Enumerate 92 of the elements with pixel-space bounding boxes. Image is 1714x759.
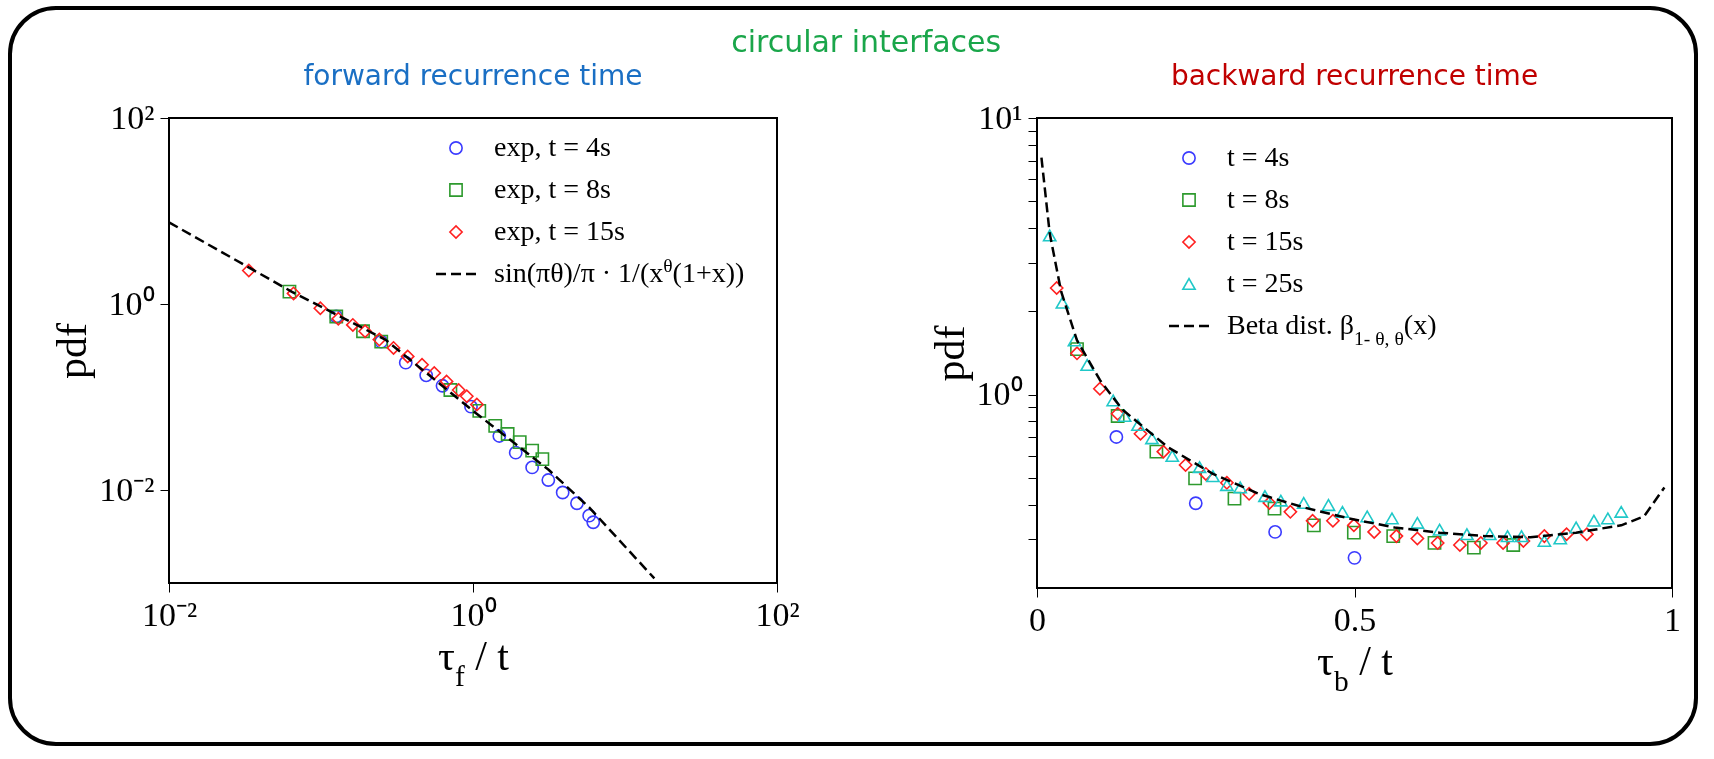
point [1080, 358, 1095, 372]
point [1133, 426, 1148, 441]
chart-title: backward recurrence time [1170, 59, 1539, 92]
point [1482, 528, 1497, 541]
x-axis-title: τ$_{b}$ / t [1317, 637, 1394, 697]
legend-label: sin(πθ)/π · 1/(x$^{θ}$(1+x)) [494, 254, 745, 288]
point [1432, 523, 1447, 536]
point [1156, 444, 1171, 459]
legend-label: exp, t = 15s [494, 215, 625, 246]
point [1198, 466, 1213, 481]
point [1145, 432, 1159, 445]
point [1514, 530, 1529, 543]
text: circular interfaces [731, 24, 1002, 59]
legend-label: Beta dist. β$_{1- θ, θ}$(x) [1227, 309, 1437, 349]
point [1305, 513, 1320, 528]
point [1452, 538, 1467, 552]
x-tick-label: 10⁰ [450, 595, 497, 633]
point [1188, 471, 1203, 486]
point [1537, 529, 1552, 544]
point [1049, 281, 1064, 295]
point [1070, 346, 1084, 361]
point [1192, 461, 1207, 474]
point [1553, 532, 1568, 545]
point [1267, 501, 1282, 516]
point [1600, 512, 1615, 525]
point [1268, 525, 1283, 539]
point [1092, 381, 1107, 396]
point [1149, 444, 1164, 459]
y-tick-label: 10⁻² [99, 470, 155, 508]
point [1346, 525, 1361, 540]
point [1559, 527, 1574, 542]
point [1131, 418, 1145, 432]
point [1325, 513, 1340, 528]
y-axis-title: pdf [926, 325, 973, 382]
point [1233, 481, 1248, 494]
point [1242, 486, 1257, 501]
y-tick-label: 10² [110, 98, 155, 136]
legend-label: t = 4s [1227, 141, 1290, 172]
y-tick-label: 10¹ [978, 98, 1023, 136]
point [1165, 449, 1180, 463]
point [1188, 496, 1203, 511]
point [1205, 470, 1220, 483]
point [1283, 504, 1298, 519]
point [1117, 409, 1132, 423]
point [1273, 494, 1288, 507]
legend-label: t = 8s [1227, 183, 1290, 214]
x-tick-label: 10² [755, 595, 800, 633]
point [1347, 550, 1362, 565]
legend-label: t = 15s [1227, 225, 1304, 256]
x-tick-label: 0.5 [1333, 600, 1377, 638]
x-tick-label: 0 [1029, 600, 1046, 638]
point [1042, 229, 1057, 242]
point [1321, 498, 1336, 512]
point [1178, 458, 1193, 472]
point [1506, 538, 1521, 552]
point [1537, 534, 1552, 547]
point [1367, 524, 1382, 539]
point [1579, 527, 1594, 542]
point [1459, 528, 1474, 541]
point [1466, 540, 1481, 555]
legend-label: exp, t = 4s [494, 131, 611, 162]
y-axis-title: pdf [49, 323, 96, 379]
point [1070, 342, 1084, 357]
point [1360, 510, 1375, 523]
point [1067, 334, 1082, 347]
point [1335, 505, 1350, 518]
point [1346, 518, 1361, 533]
point [1055, 296, 1070, 309]
point [1614, 505, 1629, 518]
legend-label: exp, t = 8s [494, 173, 611, 204]
y-tick-label: 10⁰ [108, 284, 155, 322]
point [1586, 514, 1601, 527]
point [1227, 491, 1242, 506]
legend-label: t = 25s [1227, 267, 1304, 298]
point [1569, 521, 1584, 534]
point [1410, 531, 1425, 546]
point [1385, 512, 1399, 525]
point [1496, 536, 1511, 550]
x-tick-label: 1 [1664, 600, 1681, 638]
point [1109, 430, 1124, 444]
point [1516, 533, 1531, 548]
point [1262, 496, 1277, 510]
point [1500, 530, 1515, 543]
point [1106, 394, 1121, 407]
point [1410, 516, 1425, 529]
point [1258, 489, 1272, 503]
x-tick-label: 10⁻² [141, 595, 198, 633]
chart-title: forward recurrence time [303, 59, 643, 92]
x-axis-title: τ$_{f}$ / t [437, 632, 510, 692]
point [1296, 496, 1311, 510]
point [1306, 518, 1321, 533]
point [1473, 536, 1488, 550]
